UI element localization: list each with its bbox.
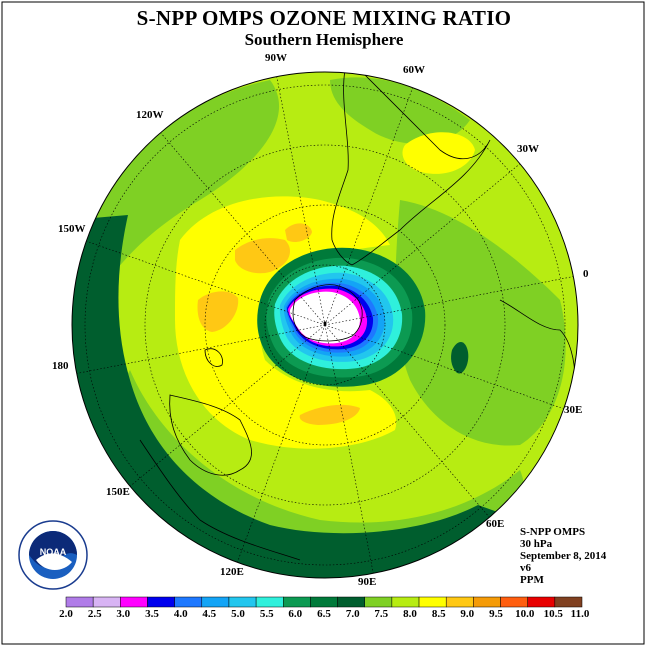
colorbar-tick-label: 11.0 [570,608,590,620]
field-7-0-west [72,215,520,578]
field-9-0-b [285,223,312,243]
field-8-5-north [402,132,475,174]
map-subtitle: Southern Hemisphere [244,30,404,49]
colorbar-swatch [147,596,175,608]
colorbar-tick-label: 3.5 [145,608,159,620]
field-8-5 [175,196,397,449]
ozone-map [72,72,578,578]
lon-label-0: 0 [583,268,589,280]
colorbar-swatch [337,596,365,608]
lon-label-150e: 150E [106,486,130,498]
lon-label-150w: 150W [58,223,86,235]
colorbar-tick-label: 9.5 [489,608,503,620]
colorbar-tick-label: 10.0 [515,608,535,620]
colorbar-swatch [554,596,583,608]
colorbar-tick-label: 5.5 [259,608,274,620]
colorbar-tick-label: 4.5 [202,608,217,620]
field-9-0-c [197,291,239,332]
map-border [71,71,579,579]
colorbar-tick-label: 7.0 [345,608,360,620]
colorbar-swatch [391,596,420,608]
colorbar-swatch [445,596,474,608]
info-units: PPM [520,574,544,586]
vortex-core [289,291,360,344]
colorbar-swatch [228,596,257,608]
colorbar-tick-label: 2.0 [59,608,73,620]
colorbar-swatch [120,596,148,608]
info-instrument: S-NPP OMPS [520,526,586,538]
noaa-logo-text: NOAA [40,547,67,557]
lon-label-60w: 60W [403,64,425,76]
colorbar-tick-label: 4.0 [173,608,188,620]
info-version: v6 [520,562,531,574]
colorbar-tick-label: 8.5 [431,608,446,620]
pole-marker [323,321,327,325]
colorbar-tick-label: 3.0 [116,608,131,620]
colorbar-tick-label: 10.5 [543,608,563,620]
lon-label-60e: 60E [486,518,505,530]
map-title: S-NPP OMPS OZONE MIXING RATIO [136,6,512,30]
colorbar-swatch [418,596,447,608]
field-9-0-d [299,404,360,425]
colorbar-swatch [65,596,94,608]
colorbar-swatch [500,596,528,608]
colorbar-swatch [283,596,311,608]
colorbar-swatch [310,596,338,608]
lon-label-30w: 30W [517,143,539,155]
info-level: 30 hPa [520,538,553,550]
colorbar-tick-label: 8.0 [403,608,417,620]
lon-label-30e: 30E [564,404,583,416]
lon-label-90w: 90W [265,52,287,64]
coastlines [139,72,576,561]
colorbar-swatch [473,596,501,608]
colorbar-swatch [201,596,230,608]
lon-label-90e: 90E [358,576,377,588]
field-9-0-a [235,238,290,274]
info-date: September 8, 2014 [520,550,607,562]
colorbar-swatch [92,596,121,608]
lon-label-120w: 120W [136,109,164,121]
lon-label-180: 180 [52,360,69,372]
colorbar [65,596,583,608]
colorbar-tick-label: 9.0 [460,608,475,620]
field-7-5-top [330,77,470,144]
colorbar-swatch [364,596,393,608]
colorbar-tick-label: 6.0 [288,608,303,620]
field-7-0-isolated [451,341,469,374]
field-7-5-right [395,200,566,446]
colorbar-swatch [527,596,556,608]
lon-label-120e: 120E [220,566,244,578]
colorbar-tick-label: 5.0 [231,608,245,620]
graticule [73,72,577,578]
colorbar-tick-label: 2.5 [87,608,102,620]
colorbar-swatch [255,596,284,608]
noaa-logo: NOAA [18,520,88,590]
field-7-5-upper [80,80,280,300]
colorbar-swatch [174,596,203,608]
colorbar-tick-label: 7.5 [374,608,389,620]
colorbar-tick-label: 6.5 [317,608,331,620]
